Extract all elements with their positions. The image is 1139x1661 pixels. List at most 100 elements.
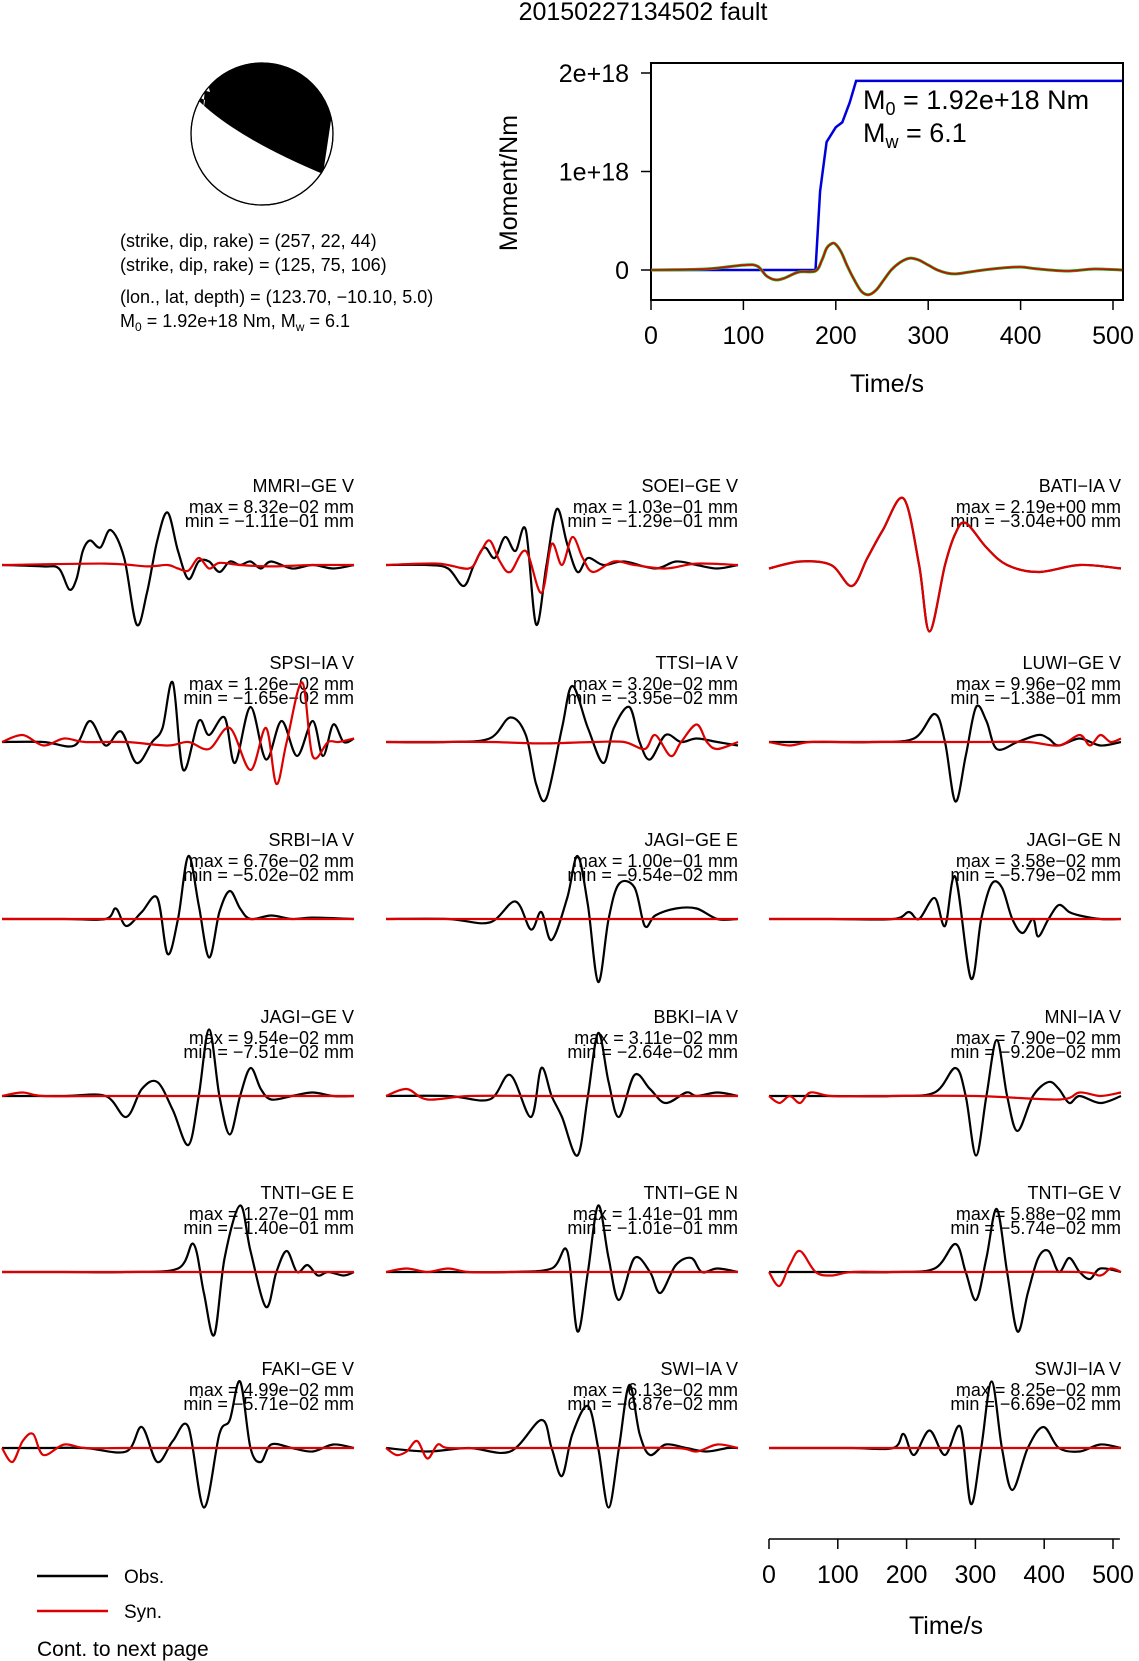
station-min: min = −5.74e−02 mm bbox=[950, 1218, 1121, 1238]
synthetic-trace bbox=[1, 1091, 354, 1098]
bottom-x-tick-label: 300 bbox=[955, 1561, 997, 1589]
station-min: min = −5.79e−02 mm bbox=[950, 865, 1121, 885]
station-min: min = −1.40e−01 mm bbox=[183, 1218, 354, 1238]
station-name: SRBI−IA V bbox=[268, 830, 354, 850]
moment-rate-curve-green bbox=[650, 241, 1123, 297]
observed-trace bbox=[768, 1380, 1122, 1506]
station-name: FAKI−GE V bbox=[261, 1359, 354, 1379]
moment-y-tick-label: 1e+18 bbox=[559, 159, 629, 187]
bottom-x-tick-label: 500 bbox=[1092, 1561, 1134, 1589]
observed-trace bbox=[385, 1031, 739, 1157]
observed-trace bbox=[2, 1204, 355, 1337]
station-name: SWI−IA V bbox=[660, 1359, 738, 1379]
synthetic-trace bbox=[385, 1267, 738, 1274]
legend-obs-label: Obs. bbox=[124, 1567, 164, 1588]
station-min: min = −1.11e−01 mm bbox=[185, 511, 354, 531]
moment-plot-frame bbox=[650, 62, 1124, 301]
moment-curve bbox=[651, 79, 1123, 272]
station-max: max = 3.58e−02 mm bbox=[956, 851, 1121, 871]
moment-y-tick-label: 0 bbox=[615, 257, 629, 285]
station-min: min = −9.54e−02 mm bbox=[567, 865, 738, 885]
station-max: max = 3.11e−02 mm bbox=[574, 1028, 738, 1048]
moment-x-tick-label: 0 bbox=[644, 322, 658, 350]
mechanism-info: (strike, dip, rake) = (257, 22, 44) (str… bbox=[120, 231, 433, 334]
moment-x-tick-label: 300 bbox=[907, 322, 949, 350]
footer-note: Cont. to next page bbox=[37, 1638, 209, 1661]
station-name: MMRI−GE V bbox=[252, 476, 354, 496]
station-max: max = 1.03e−01 mm bbox=[573, 497, 738, 517]
station-max: max = 6.76e−02 mm bbox=[189, 851, 354, 871]
station-min: min = −5.71e−02 mm bbox=[183, 1394, 354, 1414]
observed-trace bbox=[768, 875, 1122, 980]
synthetic-trace bbox=[1, 1432, 354, 1464]
station-min: min = −9.20e−02 mm bbox=[950, 1042, 1121, 1062]
synthetic-trace bbox=[768, 1249, 1122, 1288]
observed-trace bbox=[1, 854, 355, 959]
synthetic-trace bbox=[768, 1091, 1122, 1105]
observed-trace bbox=[385, 684, 739, 803]
synthetic-trace bbox=[385, 1439, 739, 1460]
mechanism-plane1: (strike, dip, rake) = (257, 22, 44) bbox=[120, 231, 377, 251]
station-name: SPSI−IA V bbox=[269, 653, 354, 673]
bottom-x-tick-label: 0 bbox=[762, 1561, 776, 1589]
bottom-x-axis-label: Time/s bbox=[909, 1612, 983, 1640]
moment-x-tick-label: 100 bbox=[723, 322, 765, 350]
station-name: BBKI−IA V bbox=[653, 1007, 738, 1027]
station-min: min = −5.02e−02 mm bbox=[183, 865, 354, 885]
station-max: max = 7.90e−02 mm bbox=[956, 1028, 1121, 1048]
station-name: TNTI−GE E bbox=[260, 1183, 354, 1203]
station-min: min = −6.87e−02 mm bbox=[567, 1394, 738, 1414]
legend: Obs. Syn. bbox=[37, 1567, 164, 1623]
observed-trace bbox=[385, 854, 739, 984]
bottom-x-tick-label: 400 bbox=[1023, 1561, 1065, 1589]
moment-chart: 0 100 200 300 400 500 0 1e+18 2e+18 Time/s Moment/… bbox=[495, 60, 1134, 398]
observed-trace bbox=[769, 1207, 1122, 1333]
station-name: JAGI−GE N bbox=[1026, 830, 1121, 850]
observed-trace bbox=[385, 1383, 739, 1509]
moment-annotation-mw: Mw = 6.1 bbox=[863, 118, 967, 152]
observed-trace bbox=[1, 680, 355, 772]
station-min: min = −3.95e−02 mm bbox=[567, 688, 738, 708]
focal-mechanism-beachball bbox=[190, 62, 334, 206]
synthetic-trace bbox=[385, 535, 739, 595]
station-min: min = −6.69e−02 mm bbox=[950, 1394, 1121, 1414]
synthetic-trace bbox=[1, 556, 355, 573]
station-min: min = −1.38e−01 mm bbox=[950, 688, 1121, 708]
station-max: max = 9.54e−02 mm bbox=[189, 1028, 354, 1048]
observed-trace bbox=[768, 704, 1122, 803]
station-min: min = −3.04e+00 mm bbox=[950, 511, 1121, 531]
station-name: MNI−IA V bbox=[1044, 1007, 1121, 1027]
station-max: max = 8.32e−02 mm bbox=[189, 497, 354, 517]
station-max: max = 6.13e−02 mm bbox=[573, 1380, 738, 1400]
moment-x-tick-label: 500 bbox=[1092, 322, 1134, 350]
mechanism-location: (lon., lat, depth) = (123.70, −10.10, 5.… bbox=[120, 287, 433, 307]
station-max: max = 9.96e−02 mm bbox=[956, 674, 1121, 694]
station-max: max = 3.20e−02 mm bbox=[573, 674, 738, 694]
synthetic-trace bbox=[768, 496, 1122, 633]
station-name: TNTI−GE N bbox=[643, 1183, 738, 1203]
station-name: JAGI−GE V bbox=[260, 1007, 354, 1027]
legend-syn-label: Syn. bbox=[124, 1602, 162, 1623]
moment-x-tick-label: 400 bbox=[1000, 322, 1042, 350]
station-min: min = −7.51e−02 mm bbox=[183, 1042, 354, 1062]
station-min: min = −1.65e−02 mm bbox=[183, 688, 354, 708]
station-max: max = 8.25e−02 mm bbox=[956, 1380, 1121, 1400]
station-max: max = 2.19e+00 mm bbox=[956, 497, 1121, 517]
waveform-time-axis: 0 100 200 300 400 500 Time/s bbox=[762, 1538, 1134, 1640]
moment-rate-curve-red bbox=[650, 242, 1123, 296]
station-min: min = −2.64e−02 mm bbox=[567, 1042, 738, 1062]
station-min: min = −1.01e−01 mm bbox=[567, 1218, 738, 1238]
